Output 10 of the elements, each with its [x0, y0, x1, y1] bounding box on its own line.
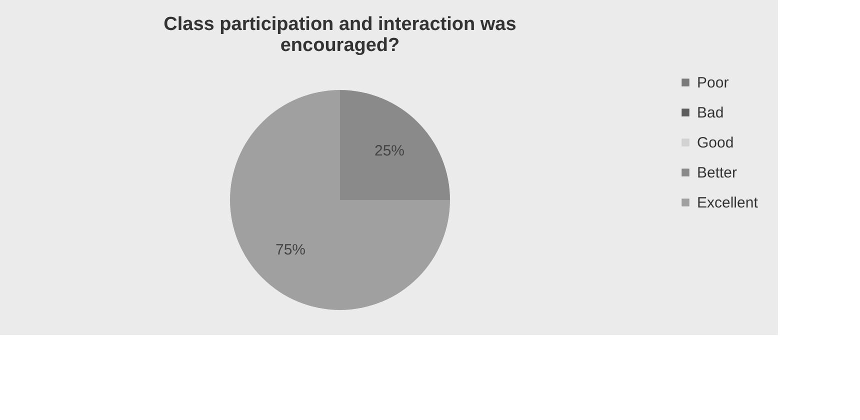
- data-label: 25%: [374, 142, 405, 160]
- chart-title: Class participation and interaction was encouraged?: [164, 14, 516, 56]
- legend-label: Good: [697, 134, 734, 152]
- pie-slice: [230, 90, 450, 310]
- data-label: 75%: [275, 241, 306, 258]
- legend-label: Bad: [697, 104, 724, 122]
- legend-label: Better: [697, 164, 738, 182]
- legend-label: Excellent: [697, 194, 759, 212]
- legend-label: Poor: [697, 74, 729, 92]
- pie-slice: [340, 90, 450, 200]
